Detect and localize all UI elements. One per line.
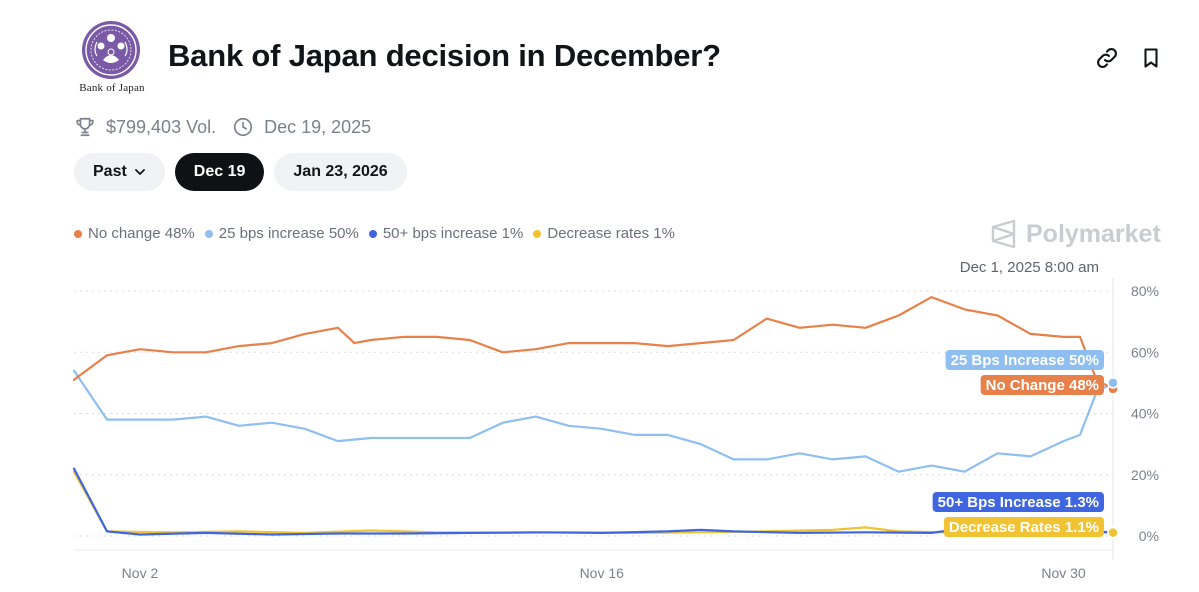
series-end-label-box — [980, 375, 1104, 395]
link-icon — [1097, 48, 1117, 68]
copy-link-button[interactable] — [1095, 46, 1119, 70]
series-line — [72, 369, 1115, 473]
tab-jan-23-label: Jan 23, 2026 — [293, 163, 388, 180]
legend-dot — [204, 229, 213, 238]
legend-label: 25 bps increase 50% — [218, 225, 359, 242]
series-end-dot — [1107, 526, 1119, 539]
x-tick-label: Nov 30 — [1041, 565, 1086, 581]
legend-dot — [368, 229, 377, 238]
legend-label: No change 48% — [88, 225, 195, 242]
legend-item-decrease: Decrease rates 1% — [533, 225, 675, 242]
market-meta: $799,403 Vol. Dec 19, 2025 — [74, 114, 371, 140]
y-tick-label: 60% — [1131, 344, 1159, 360]
x-tick-label: Nov 2 — [122, 565, 159, 581]
legend-item-25-bps: 25 bps increase 50% — [204, 225, 359, 242]
bank-of-japan-logo: Bank of Japan — [74, 20, 150, 96]
series-end-label-text: No Change 48% — [986, 377, 1099, 394]
y-tick-label: 0% — [1139, 528, 1159, 544]
legend-item-50-bps: 50+ bps increase 1% — [368, 225, 524, 242]
y-tick-label: 80% — [1131, 283, 1159, 299]
bank-of-japan-seal-icon — [82, 21, 140, 79]
bookmark-button[interactable] — [1139, 46, 1163, 70]
tab-jan-23-2026[interactable]: Jan 23, 2026 — [274, 153, 407, 191]
trophy-icon — [74, 116, 96, 138]
tab-dec-19-label: Dec 19 — [193, 163, 246, 180]
legend-item-no-change: No change 48% — [74, 225, 195, 242]
end-date-text: Dec 19, 2025 — [264, 116, 372, 137]
polymarket-watermark: Polymarket — [990, 219, 1161, 249]
series-end-label: Decrease Rates 1.1% — [943, 517, 1104, 537]
legend-dot — [533, 229, 542, 238]
tab-past-label: Past — [93, 163, 127, 180]
series-end-label-box — [945, 350, 1104, 370]
legend-label: 50+ bps increase 1% — [382, 225, 524, 242]
tab-dec-19[interactable]: Dec 19 — [174, 153, 265, 191]
chart-legend: No change 48% 25 bps increase 50% 50+ bp… — [74, 225, 685, 242]
watermark-text: Polymarket — [1026, 219, 1161, 248]
polymarket-logo-icon — [991, 219, 1016, 249]
series-end-label-box — [932, 492, 1104, 512]
page-title: Bank of Japan decision in December? — [168, 38, 721, 73]
series-end-label-box — [943, 517, 1104, 537]
chevron-down-icon — [134, 166, 146, 178]
series-end-label-text: 25 Bps Increase 50% — [951, 352, 1099, 369]
tab-past[interactable]: Past — [74, 153, 165, 191]
hover-date-label: Dec 1, 2025 8:00 am — [959, 259, 1099, 276]
clock-icon — [232, 116, 254, 138]
series-end-label: 50+ Bps Increase 1.3% — [932, 492, 1104, 512]
volume-text: $799,403 Vol. — [106, 116, 217, 137]
x-tick-label: Nov 16 — [580, 565, 625, 581]
series-end-label-text: Decrease Rates 1.1% — [949, 519, 1099, 536]
date-tabs: Past Dec 19 Jan 23, 2026 — [74, 153, 407, 191]
legend-label: Decrease rates 1% — [547, 225, 675, 242]
series-end-label: No Change 48% — [980, 375, 1104, 395]
series-end-dot — [1107, 377, 1119, 389]
legend-dot — [74, 229, 82, 238]
logo-text: Bank of Japan — [79, 82, 145, 94]
series-line — [72, 296, 1115, 391]
y-tick-label: 40% — [1131, 406, 1159, 422]
bookmark-icon — [1144, 48, 1158, 68]
series-end-label-text: 50+ Bps Increase 1.3% — [938, 494, 1099, 511]
series-end-label: 25 Bps Increase 50% — [945, 350, 1104, 370]
y-tick-label: 20% — [1131, 467, 1159, 483]
